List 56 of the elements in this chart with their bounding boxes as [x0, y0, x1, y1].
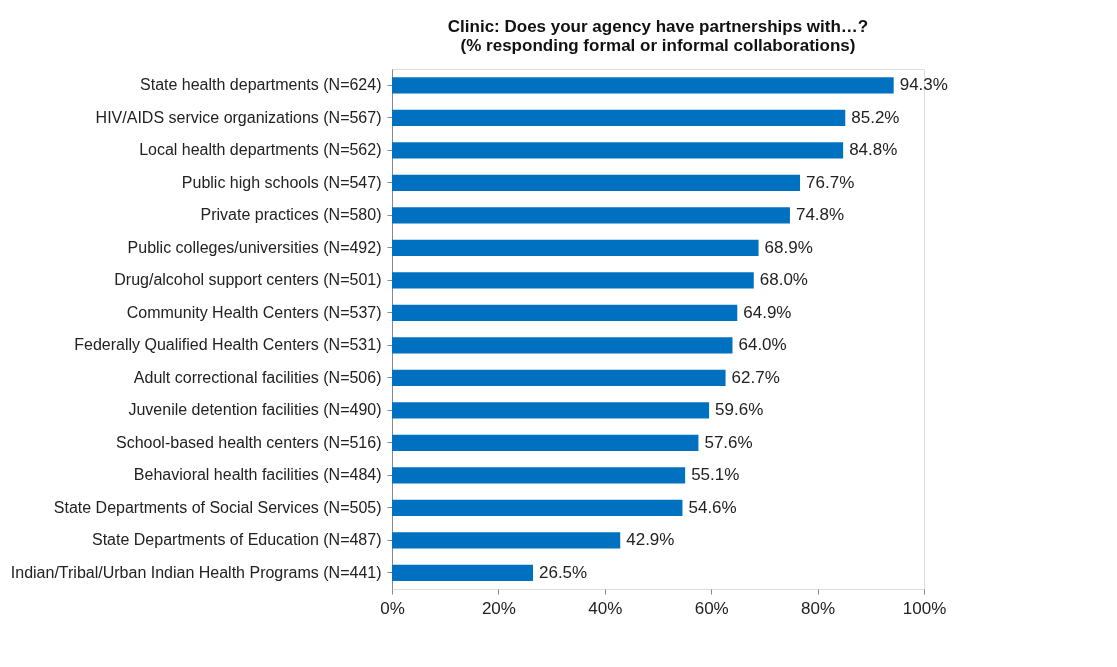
data-label: 55.1%: [691, 465, 740, 485]
data-label: 74.8%: [795, 205, 845, 225]
text: Clinic: Does your agency have partnerships with…?: [447, 17, 869, 36]
data-label: 26.5%: [538, 562, 588, 582]
data-label: 85.2%: [851, 107, 900, 127]
y-tick-label: State health departments (N=624): [140, 76, 382, 94]
data-label: 68.9%: [764, 237, 813, 257]
y-tick-label: State Departments of Education (N=487): [92, 531, 382, 549]
bar: [392, 207, 790, 224]
bar: [392, 467, 686, 484]
data-label: 62.7%: [731, 367, 780, 387]
data-label: 84.8%: [849, 140, 898, 160]
bar: [392, 304, 738, 321]
x-tick-label: 100%: [902, 598, 947, 618]
y-tick-label: Drug/alcohol support centers (N=501): [114, 271, 382, 289]
bar: [392, 369, 726, 386]
y-tick-label: Adult correctional facilities (N=506): [133, 368, 382, 386]
x-tick-label: 60%: [694, 598, 729, 618]
y-tick-label: HIV/AIDS service organizations (N=567): [95, 108, 382, 126]
data-label: 54.6%: [688, 497, 737, 517]
bar: [392, 272, 754, 289]
data-label: 57.6%: [704, 432, 753, 452]
bar: [392, 77, 894, 94]
y-tick-label: State Departments of Social Services (N=505): [53, 498, 382, 516]
data-label: 64.0%: [738, 335, 787, 355]
data-label: 76.7%: [806, 172, 855, 192]
bar: [392, 434, 699, 451]
y-tick-label: School-based health centers (N=516): [116, 433, 382, 451]
bar: [392, 402, 710, 419]
y-tick-label: Community Health Centers (N=537): [126, 303, 382, 321]
y-tick-label: Indian/Tribal/Urban Indian Health Programs (N=441): [10, 563, 382, 581]
bar: [392, 564, 533, 581]
y-tick-label: Private practices (N=580): [200, 206, 382, 224]
y-tick-label: Federally Qualified Health Centers (N=531): [74, 336, 382, 354]
bar: [392, 337, 733, 354]
bar: [392, 174, 801, 191]
x-tick-label: 80%: [801, 598, 836, 618]
bar: [392, 532, 621, 549]
bar: [392, 239, 759, 256]
bar: [392, 109, 846, 126]
x-tick-label: 40%: [588, 598, 623, 618]
bar: [392, 142, 844, 159]
data-label: 42.9%: [626, 530, 675, 550]
text: (% responding formal or informal collaborations): [460, 36, 856, 55]
data-label: 64.9%: [743, 302, 792, 322]
x-tick-label: 20%: [481, 598, 516, 618]
y-tick-label: Public high schools (N=547): [181, 173, 382, 191]
data-label: 59.6%: [715, 400, 764, 420]
y-tick-label: Public colleges/universities (N=492): [127, 238, 382, 256]
y-tick-label: Local health departments (N=562): [139, 141, 382, 159]
y-tick-label: Behavioral health facilities (N=484): [133, 466, 382, 484]
x-tick-label: 0%: [380, 598, 405, 618]
y-tick-label: Juvenile detention facilities (N=490): [128, 401, 382, 419]
bar: [392, 499, 683, 516]
data-label: 68.0%: [759, 270, 808, 290]
data-label: 94.3%: [899, 75, 948, 95]
